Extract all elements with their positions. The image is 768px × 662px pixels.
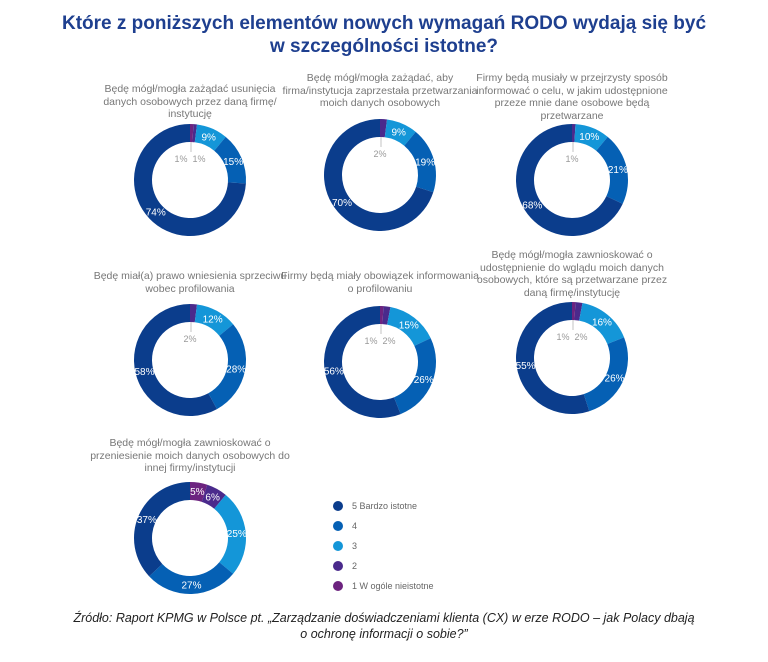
legend-label: 5 Bardzo istotne xyxy=(352,501,418,511)
data-label: 2% xyxy=(574,332,587,342)
donut-segment xyxy=(516,302,590,414)
page-title: Które z poniższych elementów nowych wyma… xyxy=(0,12,768,58)
legend: 5 Bardzo istotne 4 3 2 1 W ogóle nieisto… xyxy=(333,496,434,596)
donut-segment xyxy=(387,306,431,346)
data-label: 6% xyxy=(205,492,220,503)
legend-label: 1 W ogóle nieistotne xyxy=(352,581,434,591)
legend-swatch xyxy=(333,521,343,531)
data-label: 56% xyxy=(324,366,344,377)
legend-item: 2 xyxy=(333,556,434,576)
data-label: 1% xyxy=(556,332,569,342)
data-label: 9% xyxy=(391,127,406,138)
donut-segment xyxy=(596,136,628,204)
donut-segment xyxy=(194,124,226,151)
donut-segment xyxy=(201,484,226,509)
chart-title: Będę mógł/mogła zażądać, aby firma/insty… xyxy=(282,72,478,109)
source-note: Źródło: Raport KPMG w Polsce pt. „Zarząd… xyxy=(0,610,768,642)
data-label: 1% xyxy=(565,154,578,164)
legend-swatch xyxy=(333,561,343,571)
donut-segment xyxy=(149,562,234,595)
donut-segment xyxy=(380,119,388,138)
data-label: 1% xyxy=(364,336,377,346)
legend-item: 1 W ogóle nieistotne xyxy=(333,576,434,596)
donut-segment xyxy=(133,482,190,577)
title-line-2: w szczególności istotne? xyxy=(269,36,499,57)
donut-segment xyxy=(190,304,198,323)
data-label: 2% xyxy=(373,149,386,159)
data-label: 12% xyxy=(203,314,223,325)
donut-segment xyxy=(574,124,608,151)
donut-segment xyxy=(208,324,247,410)
chart-title: Będę miał(a) prawo wniesienia sprzeciwu … xyxy=(93,270,287,295)
donut-segment xyxy=(382,306,391,325)
chart-title: Będę mógł/mogła zawnioskować o przeniesi… xyxy=(90,437,290,474)
legend-swatch xyxy=(333,501,343,511)
data-label: 5% xyxy=(190,487,205,498)
chart-title: Będę mógł/mogła zawnioskować o udostępni… xyxy=(476,249,668,299)
legend-item: 5 Bardzo istotne xyxy=(333,496,434,516)
data-label: 15% xyxy=(223,157,243,168)
data-label: 27% xyxy=(181,580,201,591)
donut-segment xyxy=(572,302,576,321)
data-label: 19% xyxy=(415,157,435,168)
donut-segment xyxy=(574,302,583,321)
source-line-1: Źródło: Raport KPMG w Polsce pt. „Zarząd… xyxy=(73,611,695,625)
data-label: 55% xyxy=(516,361,536,372)
donut-segment xyxy=(194,304,234,336)
donut-segment xyxy=(384,119,416,146)
data-label: 2% xyxy=(183,334,196,344)
chart-title: Będę mógł/mogła zażądać usunięcia danych… xyxy=(103,83,277,120)
legend-swatch xyxy=(333,581,343,591)
data-label: 1% xyxy=(192,154,205,164)
chart-title: Firmy będą miały obowiązek informowania … xyxy=(281,270,479,295)
legend-label: 4 xyxy=(352,521,358,531)
donut-segment xyxy=(380,306,384,325)
donut-segment xyxy=(134,304,217,416)
data-label: 26% xyxy=(605,374,625,385)
data-label: 74% xyxy=(146,208,166,219)
source-line-2: o ochronę informacji o sobie?” xyxy=(300,627,468,641)
data-label: 68% xyxy=(522,201,542,212)
donut-segment xyxy=(404,131,436,193)
donut-segment xyxy=(134,124,246,236)
donut-segment xyxy=(190,482,208,502)
donut-segment xyxy=(579,302,625,345)
data-label: 58% xyxy=(134,367,154,378)
donut-segment xyxy=(192,124,198,143)
donut-segment xyxy=(214,494,246,574)
data-label: 70% xyxy=(332,198,352,209)
data-label: 16% xyxy=(592,317,612,328)
data-label: 15% xyxy=(399,320,419,331)
data-label: 37% xyxy=(137,515,157,526)
donut-segment xyxy=(516,124,623,236)
data-label: 1% xyxy=(174,154,187,164)
donut-segment xyxy=(324,119,434,231)
donut-segment xyxy=(393,338,436,415)
legend-label: 3 xyxy=(352,541,358,551)
data-label: 28% xyxy=(226,364,246,375)
donut-segment xyxy=(583,337,628,412)
legend-item: 4 xyxy=(333,516,434,536)
legend-label: 2 xyxy=(352,561,358,571)
data-label: 2% xyxy=(382,336,395,346)
donut-segment xyxy=(214,136,246,184)
title-line-1: Które z poniższych elementów nowych wyma… xyxy=(61,13,707,34)
donut-segment xyxy=(324,306,401,418)
data-label: 26% xyxy=(414,375,434,386)
data-label: 9% xyxy=(201,132,216,143)
chart-title: Firmy będą musiały w przejrzysty sposób … xyxy=(476,72,668,122)
donut-segment xyxy=(190,124,194,143)
legend-item: 3 xyxy=(333,536,434,556)
legend-swatch xyxy=(333,541,343,551)
data-label: 10% xyxy=(579,132,599,143)
data-label: 21% xyxy=(608,165,628,176)
data-label: 25% xyxy=(227,529,247,540)
donut-segment xyxy=(572,124,576,143)
